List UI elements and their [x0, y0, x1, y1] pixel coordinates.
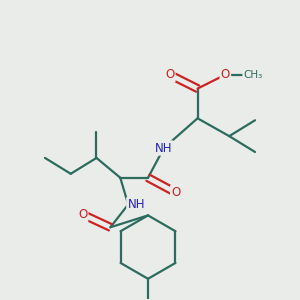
Text: NH: NH	[155, 142, 172, 154]
Text: O: O	[221, 68, 230, 81]
Text: NH: NH	[128, 198, 145, 211]
Text: CH₃: CH₃	[243, 70, 263, 80]
Text: O: O	[171, 186, 180, 199]
Text: O: O	[165, 68, 174, 81]
Text: O: O	[78, 208, 87, 221]
